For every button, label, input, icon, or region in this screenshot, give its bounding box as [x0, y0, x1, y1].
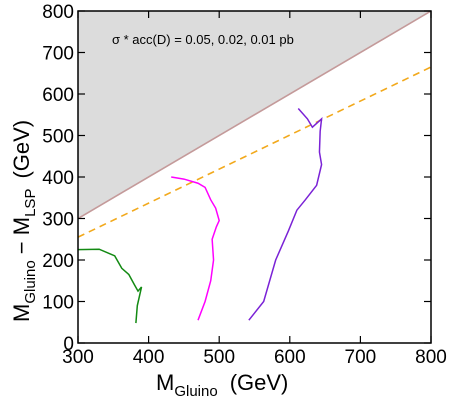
annotation: σ * acc(D) = 0.05, 0.02, 0.01 pb: [112, 32, 294, 47]
x-axis-title-unit: (GeV): [230, 370, 289, 395]
dashed-line: [78, 66, 431, 238]
y-tick-label: 800: [42, 2, 74, 23]
y-axis-title: MGluino − MLSP (GeV): [9, 120, 39, 322]
x-tick-label: 300: [62, 347, 94, 368]
x-axis-title: MGluino (GeV): [156, 370, 288, 400]
x-axis-title-main: M: [156, 370, 174, 395]
x-axis-title-sub: Gluino: [174, 383, 217, 400]
x-tick-label: 600: [274, 347, 306, 368]
y-tick-label: 600: [42, 85, 74, 106]
series-group: [78, 108, 323, 324]
series-line-1: [78, 248, 143, 324]
x-tick-label: 500: [203, 347, 235, 368]
x-tick-label: 800: [415, 347, 447, 368]
series-line-3: [248, 108, 323, 321]
y-tick-label: 200: [42, 251, 74, 272]
y-axis-title-m1: M: [9, 304, 34, 322]
y-tick-label: 0: [63, 334, 74, 355]
plot-area: [78, 11, 431, 324]
tick-labels: 300 400 500 600 700 800 0 100 200 300 400 500 600 700…: [42, 2, 447, 368]
y-tick-label: 500: [42, 127, 74, 148]
ticks: [77, 10, 432, 344]
x-tick-label: 400: [133, 347, 165, 368]
series-line-2: [171, 176, 220, 321]
y-tick-label: 400: [42, 168, 74, 189]
y-tick-label: 300: [42, 210, 74, 231]
y-axis-title-sub1: Gluino: [22, 260, 39, 303]
x-tick-label: 700: [345, 347, 377, 368]
y-tick-label: 100: [42, 293, 74, 314]
y-axis-title-unit: (GeV): [9, 120, 34, 179]
y-axis-title-mid: − M: [9, 217, 34, 260]
y-axis-title-sub2: LSP: [22, 189, 39, 217]
diagonal-line: [78, 11, 431, 220]
y-tick-label: 700: [42, 44, 74, 65]
